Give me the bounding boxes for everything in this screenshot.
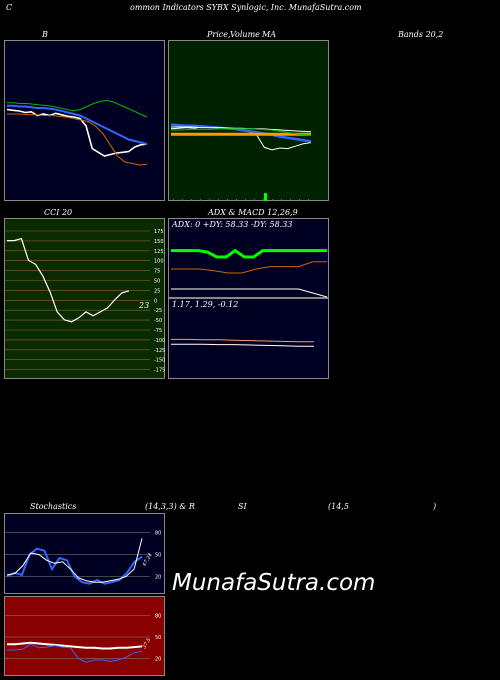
stochastics-series-1 xyxy=(6,538,143,583)
cci-series-0 xyxy=(7,237,130,323)
macd-series-1 xyxy=(171,338,314,343)
cci-tick: -125 xyxy=(154,348,165,354)
macd-panel: 1.17, 1.29, -0.12 xyxy=(168,298,329,379)
volume-bar xyxy=(200,199,201,201)
stochastics-label: Stochastics xyxy=(30,502,77,511)
volume-bar xyxy=(218,199,219,201)
volume-bar xyxy=(227,199,228,201)
stochastics-tick: 50 xyxy=(155,553,161,559)
cci-tick: -150 xyxy=(154,358,165,364)
bands-label: Bands 20,2 xyxy=(398,30,444,39)
volume-bar xyxy=(209,199,210,201)
rsi-chart: 80 50 20 37.5 xyxy=(5,613,161,663)
stochastics-tick: 20 xyxy=(155,574,161,580)
cci-tick: 0 xyxy=(154,298,157,304)
volume-bar xyxy=(308,199,309,201)
cci-chart: 175 150 125 100 75 50 25 0 -25 -50 -75 -100 -125 -150… xyxy=(5,229,165,374)
cci-tick: 175 xyxy=(154,229,164,235)
price_ma-series-4 xyxy=(171,128,312,136)
cci-value-label: 23 xyxy=(138,301,149,310)
price-ma-chart xyxy=(170,123,312,201)
ma-label: MA xyxy=(262,30,276,39)
cci-tick: 100 xyxy=(154,259,164,265)
cci-tick: -100 xyxy=(154,338,165,344)
rsi-close-paren: ) xyxy=(433,502,437,511)
bollinger-series-3 xyxy=(7,113,148,166)
rsi-series-0 xyxy=(7,641,143,650)
volume-bar xyxy=(290,199,291,201)
rsi-tick: 50 xyxy=(155,635,161,641)
cci-tick: 150 xyxy=(154,239,164,245)
bollinger-series-0 xyxy=(6,108,148,157)
rsi-params-label: (14,5 xyxy=(328,502,349,511)
price_ma-series-3 xyxy=(171,126,312,133)
stochastics-tick: 80 xyxy=(155,531,161,537)
watermark: MunafaSutra.com xyxy=(172,570,376,596)
cci-tick: -25 xyxy=(154,308,162,314)
macd-chart xyxy=(171,338,314,347)
cci-panel: 175 150 125 100 75 50 25 0 -25 -50 -75 -100 -125 -150… xyxy=(4,218,165,379)
cci-tick: 25 xyxy=(154,288,160,294)
adx-series-1 xyxy=(171,261,327,274)
volume-bar xyxy=(299,199,300,201)
volume-bar xyxy=(236,199,237,201)
price-ma-panel xyxy=(168,40,329,201)
cci-tick: -75 xyxy=(154,328,162,334)
header-c: C xyxy=(6,3,13,12)
stochastics-panel: 80 50 20 47.24 xyxy=(4,513,165,594)
cci-tick: 50 xyxy=(154,279,160,285)
adx-chart xyxy=(171,248,328,298)
bollinger-series-2 xyxy=(7,99,148,118)
price_ma-series-1 xyxy=(170,123,312,143)
volume-bar xyxy=(245,199,246,201)
volume-bar xyxy=(281,199,282,201)
bollinger-label: B xyxy=(42,30,48,39)
volume-bar xyxy=(263,199,264,201)
cci-tick: 75 xyxy=(154,269,160,275)
volume-bar xyxy=(254,199,255,201)
adx-series-0 xyxy=(171,248,327,259)
adx-panel: ADX: 0 +DY: 58.33 -DY: 58.33 xyxy=(168,218,329,298)
adx-macd-label: ADX & MACD 12,26,9 xyxy=(208,208,298,217)
adx-values: ADX: 0 +DY: 58.33 -DY: 58.33 xyxy=(172,220,293,229)
bollinger-chart xyxy=(6,99,148,166)
stoch-params-label: (14,3,3) & R xyxy=(145,502,195,511)
rsi-series-1 xyxy=(7,643,143,663)
header-title: ommon Indicators SYBX Synlogic, Inc. Mun… xyxy=(130,3,362,12)
rsi-si-label: SI xyxy=(238,502,247,511)
bollinger-series-1 xyxy=(7,104,148,145)
macd-values: 1.17, 1.29, -0.12 xyxy=(172,300,239,309)
rsi-value-label: 37.5 xyxy=(142,637,153,650)
cci-tick: 125 xyxy=(154,249,164,255)
volume-bar xyxy=(272,199,273,201)
cci-tick: -175 xyxy=(154,368,165,374)
price-label: Price, xyxy=(207,30,231,39)
cci-tick: -50 xyxy=(154,318,162,324)
volume-bar xyxy=(173,199,174,201)
adx-series-2 xyxy=(171,288,328,298)
volume-bar xyxy=(182,199,183,201)
cci-label: CCI 20 xyxy=(44,208,73,217)
bollinger-panel xyxy=(4,40,165,201)
volume-bar xyxy=(191,199,192,201)
volume-bar xyxy=(264,193,267,201)
rsi-tick: 20 xyxy=(155,657,161,663)
macd-series-0 xyxy=(171,343,314,347)
rsi-tick: 80 xyxy=(155,613,161,619)
rsi-panel: 80 50 20 37.5 xyxy=(4,596,165,676)
volume-label: Volume xyxy=(230,30,260,39)
